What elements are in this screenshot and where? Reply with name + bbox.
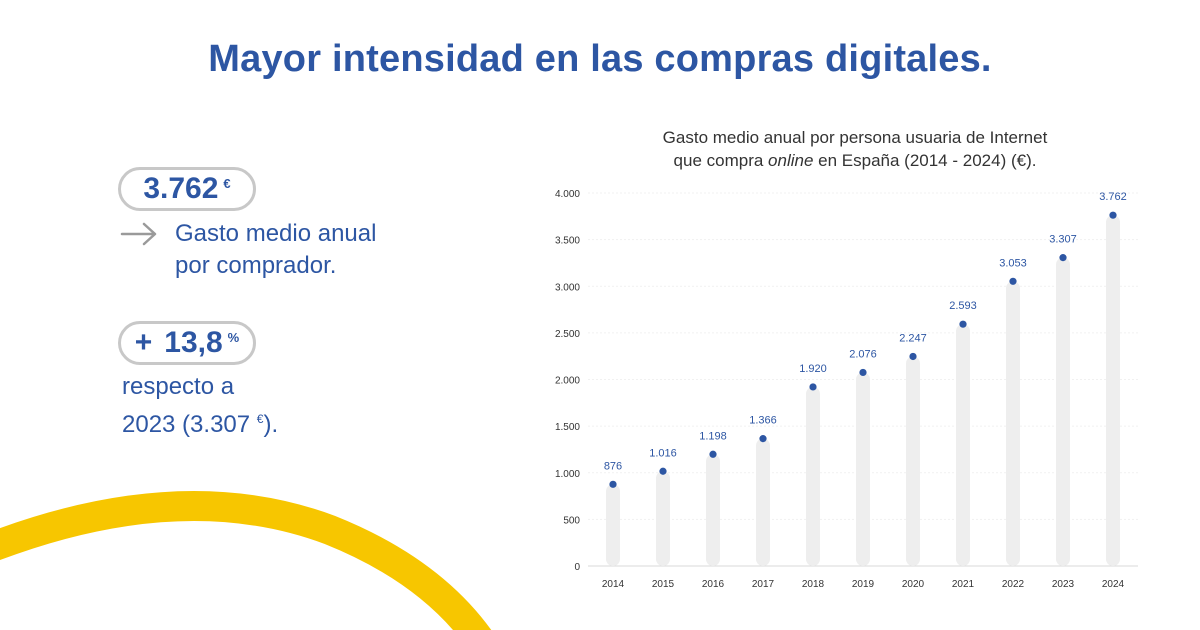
x-tick-label: 2015 (652, 579, 675, 590)
bar (656, 471, 670, 566)
y-tick-label: 0 (574, 562, 580, 573)
growth-description-line1: respecto a (122, 373, 235, 400)
y-tick-label: 1.000 (555, 469, 580, 480)
data-label: 3.762 (1099, 191, 1127, 203)
spend-value: 3.762 (143, 172, 219, 205)
x-tick-label: 2020 (902, 579, 925, 590)
data-label: 876 (604, 460, 622, 472)
data-label: 1.198 (699, 430, 727, 442)
bar (806, 386, 820, 566)
growth-description-line2: 2023 (3.307 €). (122, 403, 278, 441)
data-point (709, 450, 717, 458)
spend-description: Gasto medio anual por comprador. (175, 218, 376, 282)
arrow-right-icon (120, 222, 157, 246)
data-label: 1.366 (749, 415, 777, 427)
data-point (859, 368, 867, 377)
bar (956, 324, 970, 566)
chart-title: Gasto medio anual por persona usuaria de… (590, 126, 1120, 172)
y-tick-label: 4.000 (555, 189, 580, 200)
x-tick-label: 2022 (1002, 579, 1025, 590)
chart-title-line2-post: en España (2014 - 2024) (€). (813, 151, 1037, 170)
data-point (1009, 277, 1017, 285)
x-tick-label: 2021 (952, 579, 975, 590)
x-tick-label: 2023 (1052, 579, 1075, 590)
page-title: Mayor intensidad en las compras digitale… (208, 38, 992, 80)
y-tick-label: 3.500 (555, 236, 580, 247)
growth-sign: + (134, 326, 153, 359)
chart-title-line2-pre: que compra (673, 151, 769, 170)
y-tick-label: 2.500 (555, 329, 580, 340)
data-label: 2.247 (899, 332, 927, 344)
growth-badge: +13,8% (118, 321, 256, 365)
data-label: 2.076 (849, 348, 877, 360)
x-tick-label: 2018 (802, 579, 825, 590)
x-tick-label: 2019 (852, 579, 875, 590)
bar (706, 454, 720, 566)
y-tick-label: 1.500 (555, 422, 580, 433)
y-tick-label: 2.000 (555, 376, 580, 387)
growth-previous-end: ). (263, 411, 279, 438)
chart-title-line1: Gasto medio anual por persona usuaria de… (662, 128, 1048, 147)
spend-value-badge: 3.762 € (118, 167, 256, 211)
data-point (1059, 254, 1067, 262)
growth-value: 13,8 (164, 326, 223, 359)
bar (606, 484, 620, 566)
x-tick-label: 2017 (752, 579, 775, 590)
data-label: 3.307 (1049, 234, 1077, 246)
bar (856, 372, 870, 566)
data-point (659, 467, 667, 475)
growth-description: respecto a 2023 (3.307 €). (122, 371, 278, 441)
growth-unit: % (227, 329, 240, 345)
chart-title-line2: que compra online en España (2014 - 2024… (590, 149, 1120, 172)
y-tick-label: 3.000 (555, 282, 580, 293)
bar (1056, 257, 1070, 566)
x-tick-label: 2016 (702, 579, 725, 590)
y-tick-label: 500 (563, 515, 580, 526)
chart-title-line2-em: online (768, 151, 814, 170)
x-tick-label: 2014 (602, 579, 625, 590)
spend-unit: € (223, 175, 231, 191)
spend-description-line1: Gasto medio anual (175, 220, 377, 247)
bar (1106, 215, 1120, 567)
data-point (759, 435, 767, 443)
bar (906, 356, 920, 566)
growth-previous-value: 2023 (3.307 (122, 411, 251, 438)
data-point (959, 320, 967, 328)
data-point (609, 480, 617, 488)
bar (1006, 281, 1020, 566)
spending-bar-chart: 0 500 1.000 1.500 2.000 2.500 3.000 3.500 4.000 8… (555, 189, 1138, 590)
data-point (1109, 211, 1117, 219)
data-label: 1.016 (649, 447, 677, 459)
data-label: 1.920 (799, 363, 827, 375)
data-point (909, 352, 917, 361)
data-label: 3.053 (999, 257, 1027, 269)
x-tick-label: 2024 (1102, 579, 1125, 590)
growth-previous-unit: € (256, 412, 264, 426)
spend-description-line2: por comprador. (175, 252, 337, 279)
data-point (809, 383, 817, 391)
bar (756, 438, 770, 566)
data-label: 2.593 (949, 300, 977, 312)
